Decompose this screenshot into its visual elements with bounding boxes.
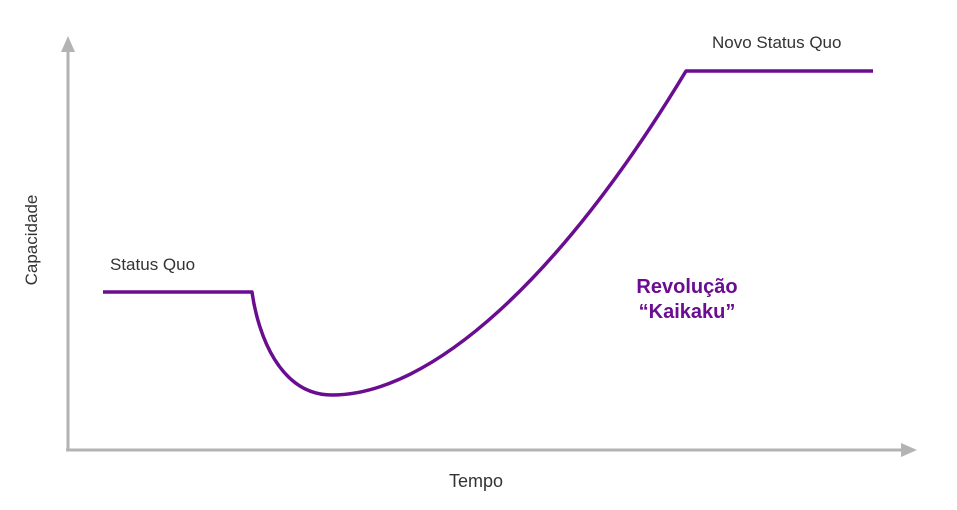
x-axis-label: Tempo — [449, 471, 504, 491]
revolution-line-1: Revolução — [636, 276, 738, 298]
revolution-line-2: “Kaikaku” — [638, 301, 736, 323]
y-axis-arrowhead — [61, 36, 75, 52]
status-quo-label: Status Quo — [110, 255, 196, 274]
x-axis-arrowhead — [901, 443, 917, 457]
revolution-annotation: Revolução “Kaikaku” — [636, 275, 737, 325]
y-axis-label: Capacidade — [22, 194, 41, 286]
novo-status-quo-label: Novo Status Quo — [712, 33, 842, 52]
capacity-curve — [103, 69, 873, 397]
